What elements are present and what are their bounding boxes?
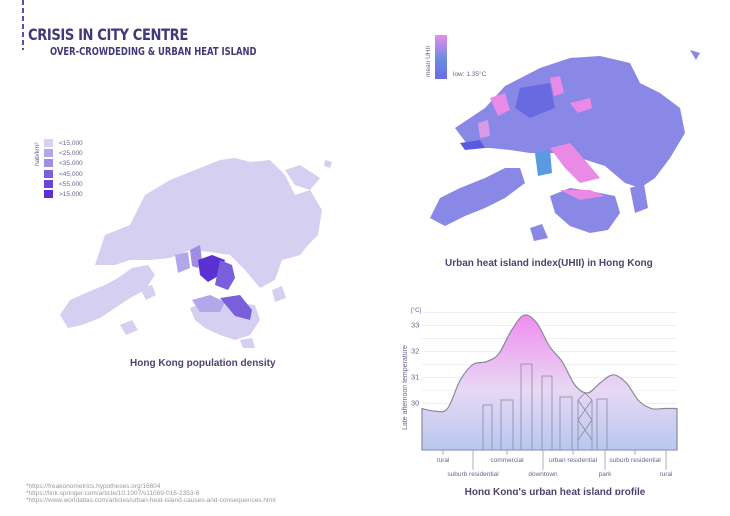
- population-map-caption: Hong Kong population density: [130, 358, 276, 369]
- page-title: CRISIS IN CITY CENTRE: [28, 25, 188, 44]
- legend-swatch: [44, 149, 53, 157]
- zone-label-bottom: suburb residential: [447, 471, 499, 478]
- legend-label: <55,000: [59, 180, 83, 188]
- legend-swatch: [44, 139, 53, 147]
- legend-label: <15,000: [59, 139, 83, 147]
- y-axis-label: Late afternoon temperature: [402, 345, 409, 430]
- cool-area: [515, 83, 555, 118]
- legend-label: <45,000: [59, 170, 83, 178]
- uhi-map: [430, 50, 700, 241]
- legend-item: <15,000: [44, 138, 83, 148]
- mid-area: [535, 150, 552, 176]
- y-axis-unit: [°C]: [411, 308, 421, 314]
- chart-title: Hong Kong's urban heat island profile: [465, 487, 646, 495]
- zone-label-bottom: downtown: [528, 471, 558, 478]
- zone-ticks: [442, 450, 667, 470]
- legend-label: >15,000: [59, 190, 83, 198]
- legend-label: <25,000: [59, 149, 83, 157]
- cool-area: [460, 140, 485, 150]
- uhi-legend-low: low: 1.35°C: [453, 71, 487, 78]
- zone-label-bottom: park: [599, 471, 612, 478]
- hotspot-yuen-long: [490, 93, 510, 116]
- zone-label-bottom: rural: [659, 471, 673, 478]
- y-tick-label: 30: [411, 398, 419, 407]
- bank-of-china-tower: [577, 392, 593, 450]
- y-tick-label: 32: [411, 346, 419, 355]
- legend-item: <35,000: [44, 158, 83, 168]
- zone-label-top: rural: [436, 457, 450, 464]
- hotspot-hk-island: [560, 190, 605, 200]
- page-subtitle: OVER-CROWDEDING & URBAN HEAT ISLAND: [50, 46, 257, 58]
- legend-item: >15,000: [44, 189, 83, 199]
- legend-swatch: [44, 159, 53, 167]
- hotspot-kowloon: [550, 143, 600, 183]
- legend-label: <35,000: [59, 159, 83, 167]
- references: *https://freakonometrics.hypotheses.org/…: [26, 483, 276, 504]
- reference-link[interactable]: *https://freakonometrics.hypotheses.org/…: [26, 483, 161, 490]
- zone-labels: rural commercial urban residential subur…: [436, 457, 673, 478]
- zone-label-top: commercial: [490, 457, 524, 464]
- hotspot-tuen-mun-north: [550, 76, 564, 96]
- title-accent-bar: [22, 0, 24, 50]
- hotspot-tuen-mun: [478, 120, 490, 138]
- legend-swatch: [44, 180, 53, 188]
- district-45k-island: [220, 295, 252, 320]
- uhi-colorbar: [435, 35, 447, 79]
- legend-item: <45,000: [44, 169, 83, 179]
- zone-label-top: urban residential: [549, 457, 598, 464]
- legend-swatch: [44, 190, 53, 198]
- hotspot-sha-tin: [570, 98, 592, 113]
- temperature-area: [421, 314, 678, 451]
- population-density-map: [60, 158, 332, 348]
- y-tick-label: 33: [411, 321, 419, 330]
- y-tick-label: 31: [411, 372, 419, 381]
- district-35k: [175, 252, 190, 273]
- district-25k-island: [192, 295, 225, 312]
- legend-item: <55,000: [44, 179, 83, 189]
- uhi-map-caption: Urban heat island index(UHII) in Hong Ko…: [445, 258, 653, 269]
- legend-item: <25,000: [44, 148, 83, 158]
- zone-label-top: suburb residential: [609, 457, 661, 464]
- hong-kong-landmass: [60, 158, 332, 348]
- uhi-hotspots: [460, 76, 605, 200]
- y-axis-ticks: 30 31 32 33: [411, 321, 419, 408]
- reference-link[interactable]: *https://link.springer.com/article/10.10…: [26, 490, 200, 497]
- legend-swatch: [44, 170, 53, 178]
- reference-link[interactable]: *https://www.worldatlas.com/articles/urb…: [26, 497, 276, 504]
- district-45k: [215, 260, 235, 290]
- population-legend-unit: hab/km²: [34, 142, 41, 166]
- uhi-landmass: [430, 50, 700, 241]
- heat-island-profile-chart: [°C] Late afternoon temperature 30 31 32 33…: [402, 308, 678, 495]
